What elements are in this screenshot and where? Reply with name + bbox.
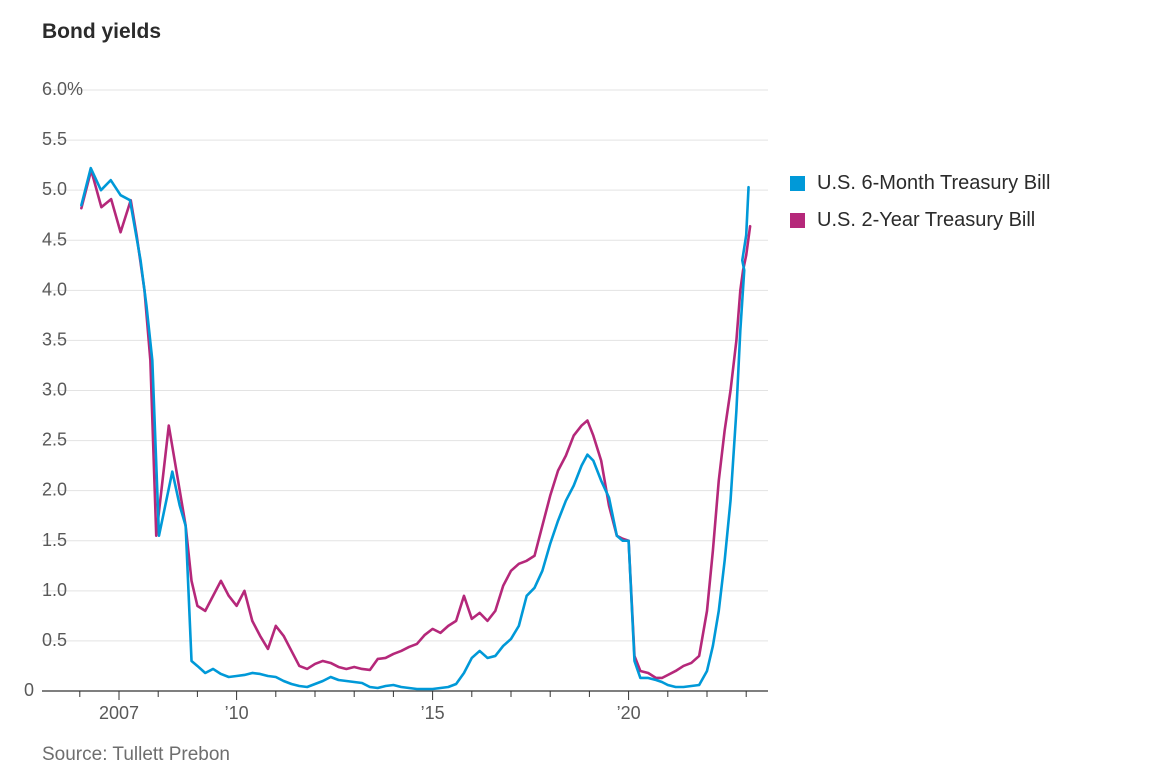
svg-text:5.0: 5.0 bbox=[42, 179, 67, 199]
svg-text:4.0: 4.0 bbox=[42, 279, 67, 299]
svg-text:2.0: 2.0 bbox=[42, 480, 67, 500]
svg-text:4.5: 4.5 bbox=[42, 229, 67, 249]
svg-text:0: 0 bbox=[24, 680, 34, 700]
svg-text:0.5: 0.5 bbox=[42, 630, 67, 650]
svg-text:’20: ’20 bbox=[617, 703, 641, 723]
svg-text:3.0: 3.0 bbox=[42, 380, 67, 400]
svg-text:1.0: 1.0 bbox=[42, 580, 67, 600]
svg-text:1.5: 1.5 bbox=[42, 530, 67, 550]
svg-text:5.5: 5.5 bbox=[42, 129, 67, 149]
svg-text:3.5: 3.5 bbox=[42, 329, 67, 349]
svg-text:2007: 2007 bbox=[99, 703, 139, 723]
svg-text:6.0%: 6.0% bbox=[42, 79, 83, 99]
svg-text:’10: ’10 bbox=[225, 703, 249, 723]
svg-text:’15: ’15 bbox=[421, 703, 445, 723]
svg-text:2.5: 2.5 bbox=[42, 430, 67, 450]
